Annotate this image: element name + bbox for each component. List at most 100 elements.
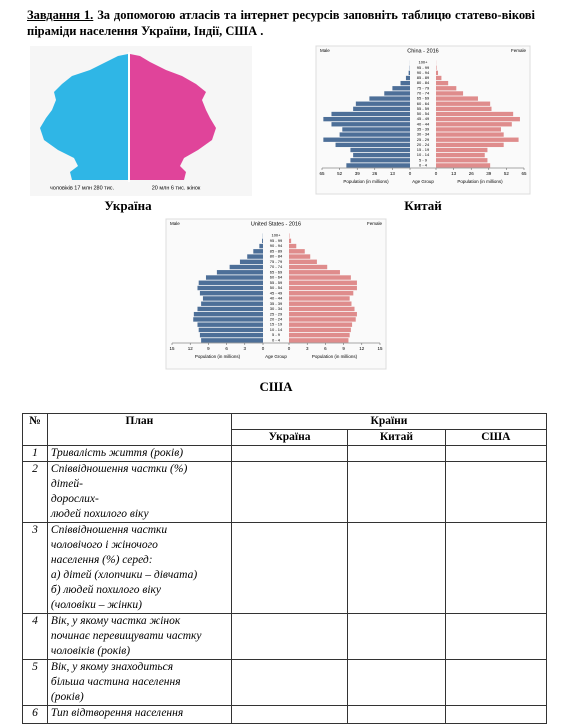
plan-line: Тип відтворення населення xyxy=(50,707,184,719)
bar-male xyxy=(353,106,410,112)
bar-female xyxy=(289,249,305,254)
bar-male xyxy=(193,311,263,317)
bar-male xyxy=(199,332,263,338)
bar-male xyxy=(259,243,263,249)
bar-female xyxy=(436,147,488,153)
x-tick-label: 26 xyxy=(469,171,475,176)
caption: Україна xyxy=(104,198,152,213)
age-label: 90 - 94 xyxy=(270,243,283,248)
bar-male xyxy=(216,270,263,275)
x-tick-label: 6 xyxy=(225,346,228,351)
row-number: 5 xyxy=(22,659,48,706)
x-tick-label: 6 xyxy=(324,346,327,351)
x-tick-label: 39 xyxy=(355,171,361,176)
bar-male xyxy=(323,137,410,142)
plan-line: Тривалість життя (років) xyxy=(50,447,184,459)
ukraine-female-total: 20 млн 6 тис. жінок xyxy=(152,185,201,191)
bar-female xyxy=(289,317,356,322)
bar-female xyxy=(289,259,317,265)
bar-female xyxy=(289,296,350,301)
bar-female xyxy=(436,111,514,117)
age-label: 5 - 9 xyxy=(419,157,428,162)
plan-line: чоловічого і жіночого xyxy=(50,539,158,551)
plan-cell: Вік, у якому частка жінок починає перевищ… xyxy=(46,613,232,660)
age-label: 65 - 69 xyxy=(270,269,283,274)
row-number: 4 xyxy=(22,613,48,660)
age-label: 65 - 69 xyxy=(417,96,430,101)
bar-female xyxy=(289,280,357,285)
age-label: 15 - 19 xyxy=(270,322,283,327)
bar-male xyxy=(197,306,263,312)
ukraine-female-shape xyxy=(130,54,216,180)
plan-line: а) дітей (хлопчики – дівчата) xyxy=(50,569,198,581)
age-label: 30 - 34 xyxy=(417,132,430,137)
row-number: 2 xyxy=(22,461,48,523)
x-tick-label: 65 xyxy=(319,171,325,176)
header-cell: США xyxy=(444,429,548,446)
chart-title: United States - 2016 xyxy=(251,221,301,227)
bar-female xyxy=(436,127,501,132)
bar-male xyxy=(201,301,263,306)
plan-line: (чоловіки – жінки) xyxy=(50,599,142,611)
bar-male xyxy=(384,91,410,96)
bar-female xyxy=(436,142,504,148)
age-label: 0 - 4 xyxy=(272,337,281,342)
bar-male xyxy=(197,285,263,291)
chart-title: China - 2016 xyxy=(407,48,439,54)
age-label: 20 - 24 xyxy=(417,142,430,147)
age-label: 85 - 89 xyxy=(270,248,283,253)
ukraine-male-total: чоловіків 17 млн 280 тис. xyxy=(50,185,115,191)
header-cell: План xyxy=(46,413,232,446)
bar-female xyxy=(289,275,351,280)
age-label: 95 - 99 xyxy=(417,65,430,70)
bar-male xyxy=(323,116,410,122)
bar-male xyxy=(335,142,410,148)
bar-female xyxy=(289,301,352,306)
bar-female xyxy=(436,75,442,81)
center-label: Age Group xyxy=(265,354,287,359)
plan-line: Вік, у якому знаходиться xyxy=(50,661,174,673)
x-tick-label: 12 xyxy=(359,346,365,351)
age-label: 40 - 44 xyxy=(417,121,430,126)
age-label: 10 - 14 xyxy=(417,152,430,157)
x-tick-label: 0 xyxy=(435,171,438,176)
age-label: 100+ xyxy=(271,233,281,238)
x-tick-label: 39 xyxy=(486,171,492,176)
x-tick-label: 0 xyxy=(262,346,265,351)
bar-male xyxy=(193,317,263,322)
x-tick-label: 9 xyxy=(207,346,210,351)
table-row: 2 Співвідношення частки (%) дітей-дорослих… xyxy=(22,461,548,523)
bar-male xyxy=(202,296,263,301)
bar-male xyxy=(392,86,410,91)
answer-cell xyxy=(444,461,548,523)
header-cell: Україна xyxy=(230,429,349,446)
x-axis-label: Population (in millions) xyxy=(343,179,389,184)
x-tick-label: 15 xyxy=(377,346,383,351)
bar-female xyxy=(436,152,485,158)
plan-line: (років) xyxy=(50,691,84,703)
answer-cell xyxy=(444,522,548,614)
answer-cell xyxy=(230,613,349,660)
bar-male xyxy=(198,280,263,285)
answer-cell xyxy=(230,522,349,614)
bar-female xyxy=(289,243,297,249)
plan-cell: Співвідношення частки (%) дітей-дорослих-… xyxy=(46,461,232,523)
age-label: 85 - 89 xyxy=(417,75,430,80)
row-number: 1 xyxy=(22,445,48,462)
legend-male: Male xyxy=(170,221,180,226)
age-label: 75 - 79 xyxy=(270,259,283,264)
age-label: 90 - 94 xyxy=(417,70,430,75)
x-tick-label: 15 xyxy=(169,346,175,351)
table-row: 6 Тип відтворення населення xyxy=(22,705,548,724)
table-row: 4 Вік, у якому частка жінок починає переви… xyxy=(22,613,548,660)
task-label: Завдання 1. xyxy=(27,8,94,22)
bar-female xyxy=(289,322,353,327)
x-axis-label: Population (in millions) xyxy=(312,354,358,359)
age-label: 25 - 29 xyxy=(270,311,283,316)
plan-line: починає перевищувати частку xyxy=(50,630,202,642)
age-label: 10 - 14 xyxy=(270,327,283,332)
bar-female xyxy=(436,96,478,101)
bar-female xyxy=(436,65,437,70)
age-label: 35 - 39 xyxy=(270,301,283,306)
